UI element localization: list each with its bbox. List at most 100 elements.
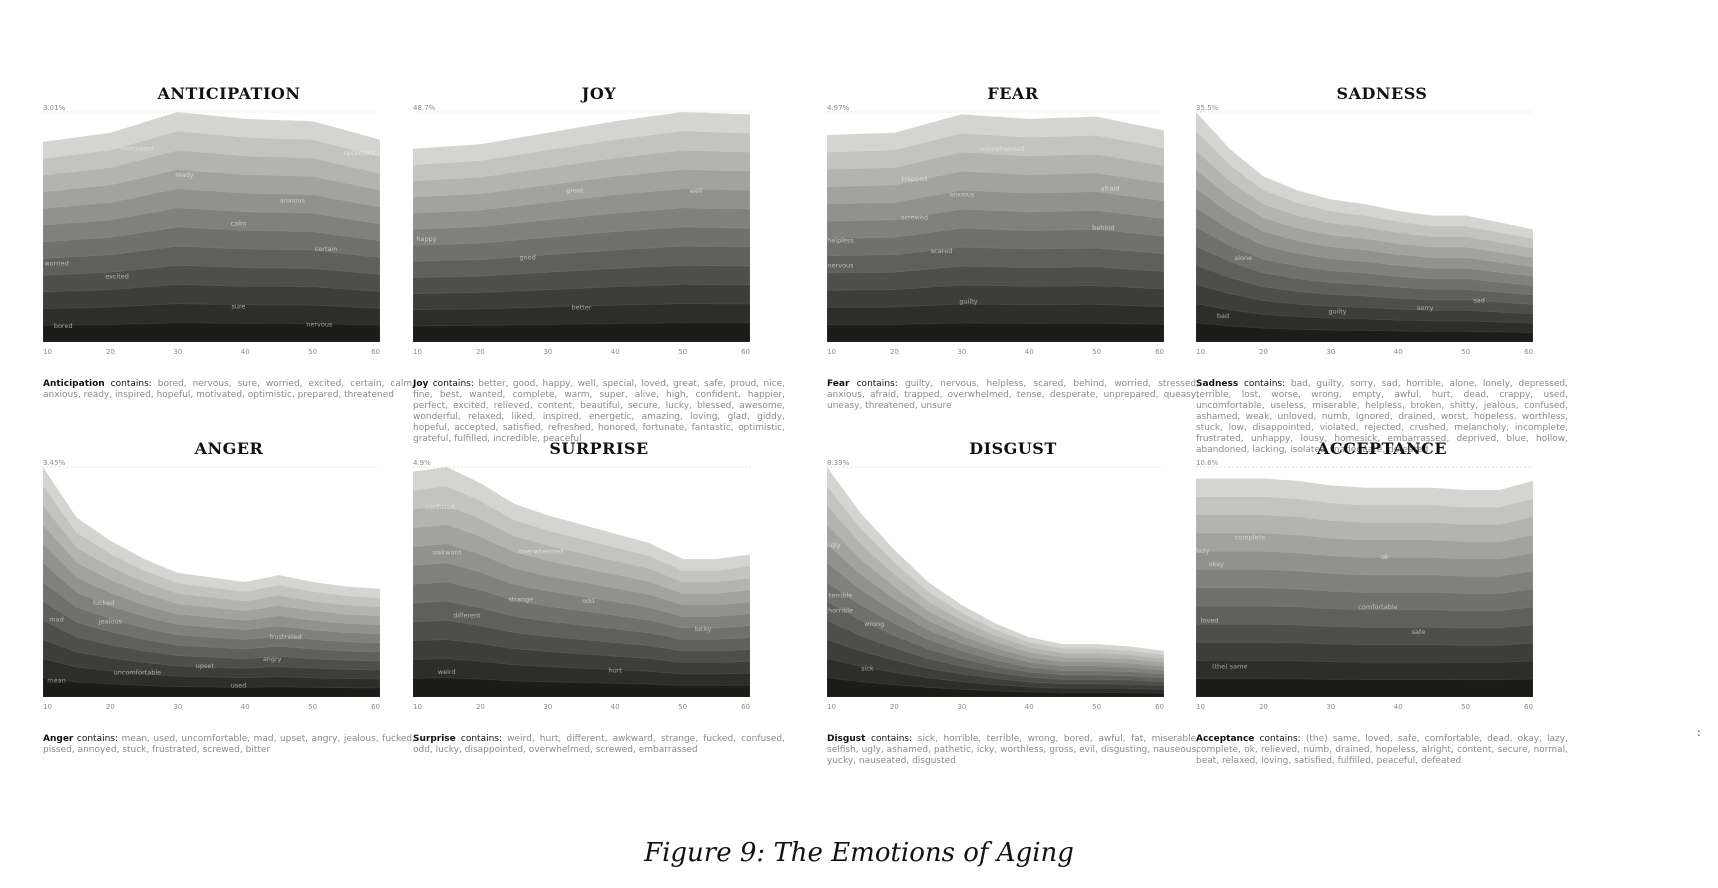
x-tick-label: 10 [827, 703, 836, 711]
x-tick-label: 50 [678, 348, 687, 356]
contains-word: contains: [432, 379, 474, 389]
layer-label-mad: mad [49, 616, 63, 624]
contains-description: Surprise contains: weird, hurt, differen… [413, 734, 785, 756]
x-tick-label: 60 [741, 703, 750, 711]
layer-label-uncomfortable: uncomfortable [114, 668, 162, 676]
x-tick-label: 40 [611, 348, 620, 356]
layer-label-lucky: lucky [694, 625, 711, 633]
layer-label-optimistic: optimistic [344, 149, 376, 157]
x-tick-label: 50 [308, 703, 317, 711]
stream-chart: 3.45% mean used uncomfortable upset mad angry j… [43, 459, 381, 711]
contains-description: Sadness contains: bad, guilty, sorry, sa… [1196, 379, 1568, 456]
layer-label-odd: odd [582, 597, 594, 605]
contains-list: mean, used, uncomfortable, mad, upset, a… [43, 734, 415, 755]
contains-list: (the) same, loved, safe, comfortable, de… [1196, 734, 1568, 766]
x-tick-label: 60 [1155, 348, 1164, 356]
x-tick-label: 40 [1394, 348, 1403, 356]
layer-label-confused: confused [425, 503, 455, 511]
layer-label-anxious: anxious [280, 197, 306, 205]
x-tick-label: 30 [957, 703, 966, 711]
contains-list: weird, hurt, different, awkward, strange… [413, 734, 785, 755]
layer-label-ok: ok [1381, 553, 1389, 561]
emotion-name: Disgust [827, 734, 866, 744]
x-tick-label: 50 [678, 703, 687, 711]
layer-label-nervous: nervous [827, 261, 854, 269]
layer-label-bored: bored [54, 322, 73, 330]
stream-chart: 4.9% weird hurt different strange awkward odd l… [413, 459, 751, 711]
x-tick-label: 20 [106, 703, 115, 711]
x-tick-label: 20 [890, 703, 899, 711]
x-tick-label: 40 [611, 703, 620, 711]
x-tick-label: 20 [476, 348, 485, 356]
stream-chart: 35.5% bad guilty sorry sad alone 10 20 30 40 50 60 [1196, 104, 1534, 356]
layer-label-different: different [453, 612, 481, 620]
x-tick-label: 50 [1092, 703, 1101, 711]
stream-chart: 10.6% (the) same safe loved comfortable okay l… [1196, 459, 1534, 711]
x-tick-label: 30 [1326, 348, 1335, 356]
max-value-label: 4.97% [827, 104, 850, 112]
stray-mark: : [1697, 726, 1701, 739]
contains-word: contains: [76, 734, 119, 744]
chart-title: FEAR [987, 84, 1039, 103]
stream-layer [1196, 322, 1534, 343]
x-tick-label: 50 [308, 348, 317, 356]
x-tick-label: 60 [371, 348, 380, 356]
chart-title: DISGUST [969, 439, 1057, 458]
x-tick-label: 10 [1196, 348, 1205, 356]
contains-list: bored, nervous, sure, worried, excited, … [43, 379, 415, 400]
layer-label-scared: scared [931, 247, 953, 255]
layer-label-sick: sick [861, 665, 874, 673]
layer-label-sorry: sorry [1417, 304, 1434, 312]
layer-label-upset: upset [196, 662, 215, 670]
contains-list: better, good, happy, well, special, love… [413, 379, 785, 444]
layer-label-guilty: guilty [959, 297, 977, 305]
emotion-name: Sadness [1196, 379, 1239, 389]
layer-label-awkward: awkward [432, 548, 461, 556]
contains-word: contains: [110, 379, 152, 389]
layer-label-afraid: afraid [1101, 185, 1120, 193]
chart-title: JOY [581, 84, 617, 103]
layer-label-behind: behind [1092, 224, 1114, 232]
chart-title: ACCEPTANCE [1316, 439, 1448, 458]
x-tick-label: 50 [1461, 348, 1470, 356]
stream-layer [827, 322, 1165, 343]
max-value-label: 8.39% [827, 459, 850, 467]
x-tick-label: 30 [1326, 703, 1335, 711]
emotion-name: Anger [43, 734, 74, 744]
x-tick-label: 30 [543, 348, 552, 356]
x-tick-label: 40 [1025, 703, 1034, 711]
x-tick-label: 40 [1025, 348, 1034, 356]
contains-list: bad, guilty, sorry, sad, horrible, alone… [1196, 379, 1568, 455]
x-tick-label: 60 [1155, 703, 1164, 711]
max-value-label: 3.01% [43, 104, 66, 112]
contains-description: Anger contains: mean, used, uncomfortabl… [43, 734, 415, 756]
emotion-name: Fear [827, 379, 850, 389]
stream-chart: 3.01% bored nervous sure worried excited certa… [43, 104, 381, 356]
layer-label-anxious: anxious [949, 190, 975, 198]
layer-label-sure: sure [231, 302, 245, 310]
x-tick-label: 60 [371, 703, 380, 711]
contains-word: contains: [1243, 379, 1286, 389]
layer-label-good: good [519, 254, 535, 262]
layer-label-jealous: jealous [98, 618, 123, 626]
layer-label-horrible: horrible [828, 606, 853, 614]
layer-label-overwhelmed: overwhelmed [980, 145, 1024, 153]
max-value-label: 10.6% [1196, 459, 1219, 467]
x-tick-label: 30 [543, 703, 552, 711]
stream-layer [43, 322, 381, 343]
layer-label-happy: happy [416, 235, 436, 243]
stream-chart: 48.7% better good happy great well 10 20 30 40 50 6… [413, 104, 751, 356]
x-tick-label: 60 [1524, 348, 1533, 356]
stream-chart: 4.97% guilty nervous scared helpless behind sc… [827, 104, 1165, 356]
stream-layer [413, 322, 751, 343]
layer-label-complete: complete [1235, 534, 1265, 542]
stream-layer [1196, 678, 1534, 698]
contains-description: Fear contains: guilty, nervous, helpless… [827, 379, 1199, 412]
contains-description: Joy contains: better, good, happy, well,… [413, 379, 785, 445]
x-tick-label: 10 [413, 348, 422, 356]
layer-label-okay: okay [1208, 560, 1224, 568]
contains-description: Disgust contains: sick, horrible, terrib… [827, 734, 1199, 767]
stream-layer [43, 677, 381, 698]
layer-label-angry: angry [263, 655, 282, 663]
contains-description: Anticipation contains: bored, nervous, s… [43, 379, 415, 401]
